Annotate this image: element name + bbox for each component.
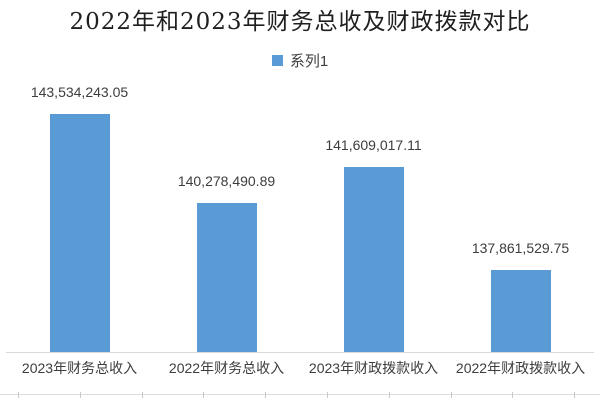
category-label: 2022年财政拨款收入 — [455, 360, 586, 376]
bar-value-label: 137,861,529.75 — [471, 240, 570, 256]
table-grid-tick — [451, 392, 452, 398]
category-label: 2022年财务总收入 — [168, 360, 285, 376]
table-grid-tick — [389, 392, 390, 398]
bar — [49, 114, 110, 352]
x-axis-line — [6, 352, 594, 353]
table-grid-tick — [142, 392, 143, 398]
legend: 系列1 — [0, 50, 600, 71]
legend-swatch — [271, 55, 283, 66]
table-grid-tick — [203, 392, 204, 398]
bar — [343, 167, 404, 352]
bar-value-label: 143,534,243.05 — [30, 84, 129, 100]
bar — [196, 203, 257, 352]
table-grid-tick — [18, 392, 19, 398]
category-label: 2023年财政拨款收入 — [308, 360, 439, 376]
bar-value-label: 140,278,490.89 — [177, 173, 276, 189]
table-grid-tick — [574, 392, 575, 398]
bar-value-label: 141,609,017.11 — [325, 137, 422, 153]
chart-title: 2022年和2023年财务总收及财政拨款对比 — [69, 9, 531, 35]
table-grid-tick — [512, 392, 513, 398]
legend-label: 系列1 — [289, 53, 329, 70]
table-grid-tick — [265, 392, 266, 398]
bar — [490, 270, 551, 352]
cropped-table-edge — [0, 394, 600, 395]
table-grid-tick — [80, 392, 81, 398]
table-grid-tick — [327, 392, 328, 398]
category-label: 2023年财务总收入 — [21, 360, 138, 376]
